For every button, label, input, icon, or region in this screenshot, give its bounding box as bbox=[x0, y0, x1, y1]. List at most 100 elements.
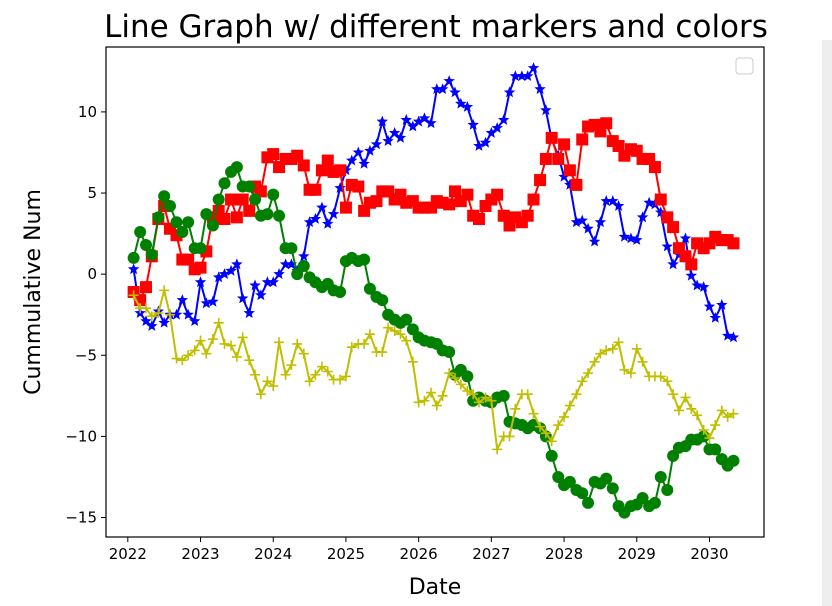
series-0-point-18 bbox=[236, 292, 249, 304]
series-2-point-75 bbox=[582, 496, 595, 509]
series-1-point-53 bbox=[448, 185, 461, 198]
series-0-point-20 bbox=[249, 279, 261, 291]
series-3-point-7 bbox=[171, 353, 182, 364]
series-3-point-78 bbox=[601, 345, 612, 356]
plot-frame bbox=[105, 46, 765, 538]
series-3-point-31 bbox=[316, 361, 327, 372]
series-0-point-87 bbox=[655, 206, 667, 218]
series-0-point-57 bbox=[473, 139, 485, 151]
series-3-point-94 bbox=[698, 424, 709, 435]
series-0-point-80 bbox=[612, 200, 625, 211]
series-2-point-19 bbox=[243, 180, 256, 193]
series-2-point-12 bbox=[200, 208, 213, 221]
series-3-point-41 bbox=[377, 347, 388, 358]
series-0-point-64 bbox=[516, 70, 528, 82]
x-tick-label-8: 2030 bbox=[690, 545, 728, 563]
series-0-point-73 bbox=[570, 216, 583, 228]
series-3-point-58 bbox=[480, 392, 491, 403]
series-1-point-18 bbox=[236, 193, 249, 206]
series-2-point-0 bbox=[127, 251, 140, 264]
chart-title: Line Graph w/ different markers and colo… bbox=[104, 9, 768, 45]
series-3-point-8 bbox=[177, 355, 188, 366]
series-3-point-75 bbox=[583, 368, 594, 379]
series-2-point-7 bbox=[170, 216, 183, 229]
series-0-point-19 bbox=[243, 307, 255, 318]
series-layer bbox=[127, 62, 740, 519]
series-0-point-56 bbox=[467, 118, 479, 130]
series-2-point-39 bbox=[363, 282, 376, 295]
series-0-point-77 bbox=[594, 216, 607, 228]
series-0-point-58 bbox=[479, 136, 492, 148]
series-0-point-52 bbox=[443, 75, 455, 86]
series-3-point-39 bbox=[364, 329, 375, 340]
series-2-point-27 bbox=[291, 268, 304, 281]
series-1-point-60 bbox=[491, 188, 504, 201]
x-tick-label-7: 2029 bbox=[618, 545, 656, 563]
series-2-point-87 bbox=[654, 470, 667, 483]
series-2-point-45 bbox=[400, 313, 413, 326]
series-2-point-52 bbox=[443, 346, 456, 359]
series-0-point-45 bbox=[400, 114, 412, 125]
x-tick-label-3: 2025 bbox=[327, 545, 365, 563]
series-0-point-74 bbox=[576, 214, 588, 226]
series-3-point-44 bbox=[395, 329, 406, 340]
series-0-point-32 bbox=[322, 217, 334, 229]
series-0-point-16 bbox=[225, 264, 237, 276]
series-0-point-66 bbox=[527, 62, 540, 73]
series-2-point-9 bbox=[182, 216, 195, 229]
series-3-point-29 bbox=[304, 376, 315, 387]
x-tick-label-0: 2022 bbox=[109, 545, 147, 563]
series-0-point-88 bbox=[661, 240, 674, 252]
series-0-point-5 bbox=[158, 316, 170, 328]
series-0-point-21 bbox=[255, 289, 267, 301]
x-tick-label-5: 2027 bbox=[472, 545, 510, 563]
series-3-point-76 bbox=[589, 356, 600, 367]
series-2-point-99 bbox=[727, 454, 740, 467]
series-1-point-35 bbox=[339, 201, 352, 214]
series-3-point-30 bbox=[310, 369, 321, 380]
series-1-point-70 bbox=[552, 152, 565, 165]
series-3-point-53 bbox=[449, 372, 460, 383]
series-3-point-70 bbox=[553, 420, 564, 431]
series-3-point-46 bbox=[407, 356, 418, 367]
series-1-point-99 bbox=[727, 237, 740, 250]
series-0-point-53 bbox=[449, 86, 461, 98]
series-0-point-38 bbox=[358, 157, 370, 169]
y-tick-label-5: −15 bbox=[65, 509, 97, 527]
series-3-point-5 bbox=[159, 285, 170, 296]
series-1-point-30 bbox=[309, 183, 322, 196]
series-0-point-8 bbox=[176, 294, 189, 305]
series-3-point-79 bbox=[607, 343, 618, 354]
series-2-point-38 bbox=[358, 253, 371, 266]
series-1-point-61 bbox=[497, 209, 510, 222]
y-axis-label: Cummulative Num bbox=[21, 189, 46, 395]
series-1-point-28 bbox=[297, 159, 310, 172]
series-3-point-14 bbox=[213, 317, 224, 328]
series-2-point-26 bbox=[285, 242, 298, 255]
series-3-point-48 bbox=[419, 395, 430, 406]
series-1-point-92 bbox=[685, 258, 698, 271]
series-0-point-99 bbox=[727, 331, 740, 343]
series-1-point-34 bbox=[334, 164, 347, 177]
y-tick-label-2: 0 bbox=[87, 265, 97, 283]
series-3-point-19 bbox=[244, 355, 255, 366]
series-0-point-89 bbox=[667, 258, 679, 270]
series-0-point-28 bbox=[298, 250, 310, 262]
series-3-point-51 bbox=[437, 390, 448, 401]
series-3-point-10 bbox=[189, 345, 200, 356]
series-3-point-99 bbox=[728, 408, 739, 419]
series-3-point-0 bbox=[128, 290, 139, 301]
x-tick-label-2: 2024 bbox=[254, 545, 292, 563]
series-3-point-38 bbox=[359, 338, 370, 349]
series-3-point-81 bbox=[619, 364, 630, 375]
series-0-point-93 bbox=[691, 279, 703, 291]
x-tick-label-1: 2023 bbox=[181, 545, 219, 563]
series-3-point-3 bbox=[146, 311, 157, 322]
series-0-point-25 bbox=[279, 258, 292, 270]
series-3-point-36 bbox=[346, 342, 357, 353]
series-0-point-41 bbox=[376, 115, 388, 127]
series-3-point-6 bbox=[164, 309, 175, 320]
series-1-point-52 bbox=[443, 198, 456, 211]
series-2-point-84 bbox=[636, 492, 649, 505]
